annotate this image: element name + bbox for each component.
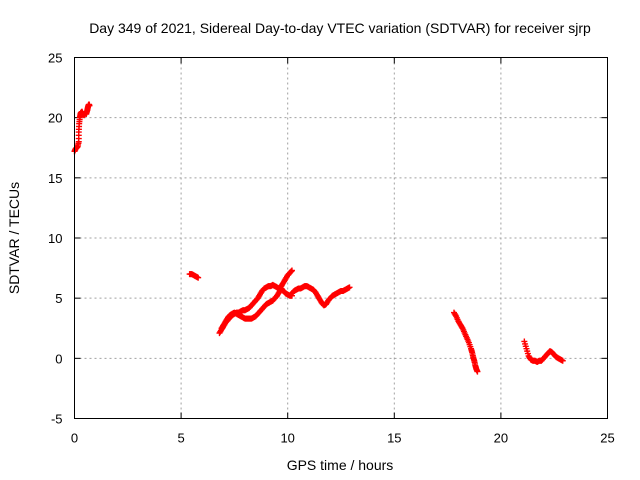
y-axis-label: SDTVAR / TECUs: [6, 182, 22, 294]
x-tick-label: 10: [280, 431, 294, 446]
grid-lines: [74, 57, 608, 419]
chart-title: Day 349 of 2021, Sidereal Day-to-day VTE…: [89, 20, 591, 36]
x-tick-label: 25: [600, 431, 614, 446]
tick-labels: 0 5 10 15 20 25 -5 0 5 10 15 20 25: [48, 51, 615, 446]
y-tick-label: 15: [48, 171, 62, 186]
data-point: [195, 274, 202, 281]
y-tick-label: 10: [48, 231, 62, 246]
plot-frame: [74, 57, 608, 419]
x-tick-label: 0: [71, 431, 78, 446]
data-points: [71, 101, 566, 375]
y-tick-label: 0: [55, 351, 62, 366]
data-point: [288, 268, 295, 275]
data-point: [346, 284, 353, 291]
x-tick-label: 15: [387, 431, 401, 446]
y-tick-label: -5: [51, 412, 63, 427]
data-point: [474, 368, 481, 375]
data-point: [288, 267, 295, 274]
x-tick-label: 5: [177, 431, 184, 446]
x-tick-label: 20: [494, 431, 508, 446]
x-axis-label: GPS time / hours: [287, 457, 394, 473]
data-point: [559, 357, 566, 364]
y-tick-label: 5: [55, 291, 62, 306]
y-tick-label: 20: [48, 111, 62, 126]
y-tick-label: 25: [48, 51, 62, 66]
data-point: [86, 102, 93, 109]
